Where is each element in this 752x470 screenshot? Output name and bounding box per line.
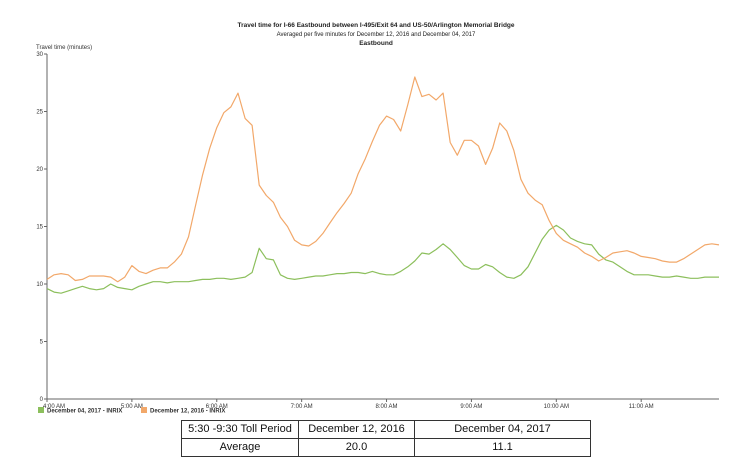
series-line-december-12-2016 [46, 76, 720, 283]
x-tick-label: 9:00 AM [460, 404, 482, 410]
y-tick-label: 30 [36, 52, 43, 58]
legend: December 04, 2017 - INRIX December 12, 20… [38, 407, 225, 415]
x-tick-label: 8:00 AM [376, 404, 398, 410]
table-header-row: 5:30 -9:30 Toll Period December 12, 2016… [181, 420, 591, 439]
x-tick-label: 5:00 AM [121, 404, 143, 410]
y-tick-label: 0 [40, 397, 44, 403]
toll-period-average-table: 5:30 -9:30 Toll Period December 12, 2016… [181, 420, 591, 457]
y-tick-label: 15 [36, 225, 43, 231]
table-cell: December 04, 2017 [414, 420, 591, 439]
table-cell: 5:30 -9:30 Toll Period [181, 420, 299, 439]
series-line-december-04-2017 [46, 224, 719, 294]
legend-label: December 12, 2016 - INRIX [150, 409, 225, 415]
chart-subtitle: Averaged per five minutes for December 1… [277, 32, 476, 38]
table-row: Average 20.0 11.1 [181, 438, 591, 457]
x-tick-label: 6:00 AM [206, 404, 228, 410]
x-tick-label: 7:00 AM [291, 404, 313, 410]
table-cell: 11.1 [414, 438, 591, 457]
legend-label: December 04, 2017 - INRIX [47, 409, 122, 415]
y-tick-label: 25 [36, 110, 43, 116]
chart-title: Travel time for I-66 Eastbound between I… [237, 22, 514, 29]
table-cell: December 12, 2016 [298, 420, 415, 439]
x-tick-label: 10:00 AM [544, 404, 569, 410]
axes: 0 5 10 15 20 25 30 4:00 AM 5:00 AM 6:00 AM 7:00 AM… [36, 52, 719, 410]
x-tick-label: 11:00 AM [629, 404, 654, 410]
table-cell: Average [181, 438, 299, 457]
chart-subtitle-direction: Eastbound [359, 40, 393, 47]
y-tick-label: 5 [40, 340, 44, 346]
y-tick-label: 10 [36, 282, 43, 288]
series-lines [46, 76, 720, 294]
legend-swatch [38, 407, 44, 413]
y-axis-label: Travel time (minutes) [36, 45, 92, 51]
y-tick-label: 20 [36, 167, 43, 173]
x-tick-label: 4:00 AM [43, 404, 65, 410]
table-cell: 20.0 [298, 438, 415, 457]
legend-swatch [141, 407, 147, 413]
